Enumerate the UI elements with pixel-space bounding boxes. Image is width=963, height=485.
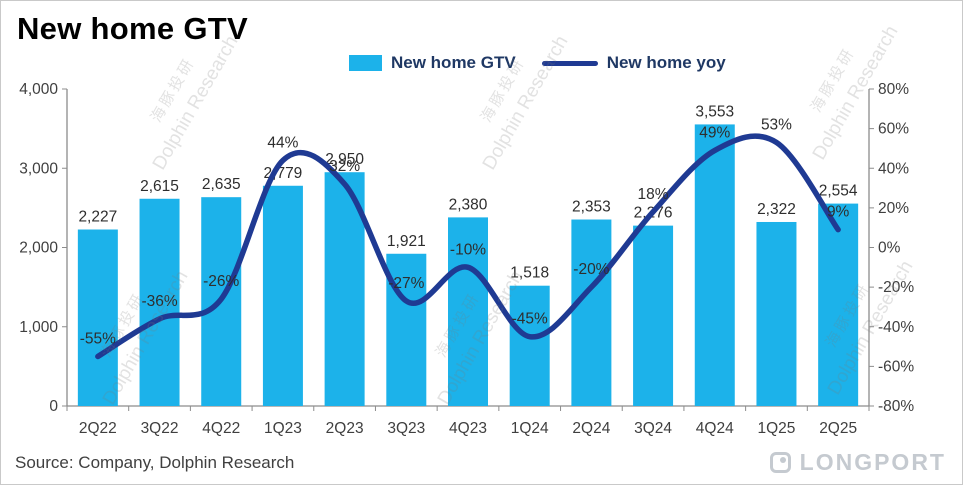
legend-item-gtv: New home GTV <box>349 53 516 73</box>
yoy-value-label: 44% <box>267 134 298 151</box>
yoy-value-label: 9% <box>827 204 850 221</box>
right-axis-tick-label: 40% <box>878 160 909 177</box>
x-axis-category-label: 4Q24 <box>696 420 734 437</box>
longport-logo: LONGPORT <box>769 449 946 476</box>
bar-value-label: 2,615 <box>140 178 179 195</box>
bar-4Q24 <box>694 124 735 407</box>
bar-2Q25 <box>818 203 859 406</box>
yoy-value-label: 53% <box>761 116 792 133</box>
left-axis-tick-label: 1,000 <box>19 319 58 336</box>
yoy-value-label: -55% <box>80 330 116 347</box>
x-axis-category-label: 1Q25 <box>758 420 796 437</box>
x-axis-category-label: 3Q23 <box>387 420 425 437</box>
bar-2Q24 <box>571 219 612 406</box>
longport-logo-text: LONGPORT <box>799 449 946 475</box>
yoy-value-label: -27% <box>388 275 424 292</box>
right-axis-tick-label: -20% <box>878 279 914 296</box>
x-axis-category-label: 3Q24 <box>634 420 672 437</box>
bar-value-label: 1,921 <box>387 233 426 250</box>
legend-item-yoy: New home yoy <box>541 53 726 73</box>
source-note: Source: Company, Dolphin Research <box>15 453 295 472</box>
bar-value-label: 2,227 <box>78 209 117 226</box>
bar-value-label: 2,635 <box>202 176 241 193</box>
page-title: New home GTV <box>17 11 248 46</box>
bar-value-label: 2,322 <box>757 201 796 218</box>
right-axis-tick-label: 80% <box>878 81 909 98</box>
legend: New home GTV New home yoy <box>349 53 726 73</box>
yoy-value-label: 18% <box>638 186 669 203</box>
yoy-line <box>95 133 841 360</box>
bar-1Q25 <box>756 221 797 406</box>
left-axis-tick-label: 2,000 <box>19 240 58 257</box>
bar-4Q23 <box>448 217 488 406</box>
right-axis-tick-label: -60% <box>878 358 914 375</box>
x-axis-category-label: 4Q23 <box>449 420 487 437</box>
left-axis-tick-label: 4,000 <box>19 81 58 98</box>
bar-value-label: 1,518 <box>510 265 549 282</box>
bar-2Q22 <box>77 229 118 406</box>
bar-3Q24 <box>633 225 674 406</box>
right-axis-tick-label: 0% <box>878 240 901 257</box>
bar-value-label: 2,353 <box>572 199 611 216</box>
longport-logo-icon <box>769 452 791 473</box>
legend-line-label: New home yoy <box>606 53 726 72</box>
yoy-value-label: 49% <box>699 124 730 141</box>
bar-value-label: 2,380 <box>449 196 488 213</box>
x-axis-category-label: 4Q22 <box>202 420 240 437</box>
yoy-value-label: -20% <box>573 261 609 278</box>
right-axis-tick-label: 20% <box>878 200 909 217</box>
legend-line-swatch-icon <box>541 60 598 66</box>
right-axis-tick-label: -80% <box>878 398 914 415</box>
bar-3Q22 <box>139 198 180 406</box>
x-axis-category-label: 2Q25 <box>819 420 857 437</box>
legend-bar-swatch-icon <box>349 55 382 71</box>
yoy-value-label: -36% <box>141 293 177 310</box>
yoy-value-label: -26% <box>203 273 239 290</box>
right-axis-tick-label: 60% <box>878 121 909 138</box>
left-axis-tick-label: 0 <box>49 398 58 415</box>
x-axis-category-label: 1Q24 <box>511 420 549 437</box>
yoy-value-label: -10% <box>450 241 486 258</box>
right-axis-tick-label: -40% <box>878 319 914 336</box>
x-axis-category-label: 3Q22 <box>141 420 179 437</box>
x-axis-category-label: 1Q23 <box>264 420 302 437</box>
left-axis-tick-label: 3,000 <box>19 160 58 177</box>
x-axis-category-label: 2Q24 <box>572 420 610 437</box>
bar-1Q24 <box>509 285 550 406</box>
x-axis-category-label: 2Q23 <box>326 420 364 437</box>
bar-1Q23 <box>262 185 303 406</box>
yoy-value-label: -45% <box>512 311 548 328</box>
x-axis-category-label: 2Q22 <box>79 420 117 437</box>
bar-value-label: 2,554 <box>819 183 858 200</box>
legend-bar-label: New home GTV <box>391 53 516 72</box>
yoy-value-label: 32% <box>329 158 360 175</box>
bar-value-label: 3,553 <box>695 103 734 120</box>
bar-value-label: 2,950 <box>325 151 364 168</box>
